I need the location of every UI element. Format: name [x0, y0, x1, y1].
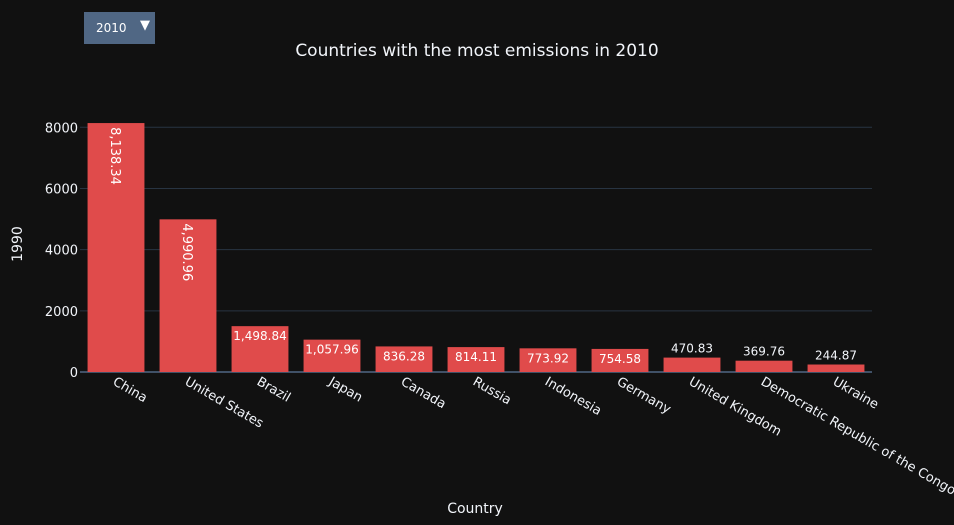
value-label: 773.92 [527, 351, 569, 365]
value-labels: 8,138.34 4,990.96 1,498.84 1,057.96 836.28 81… [107, 127, 857, 366]
bar [663, 357, 721, 372]
x-tick-label: Canada [398, 374, 448, 412]
value-label: 836.28 [383, 349, 425, 363]
x-tick-label: Germany [614, 374, 674, 417]
bar [807, 364, 865, 372]
bar [591, 348, 649, 372]
x-tick-label: China [110, 374, 150, 406]
x-tick-label: United States [182, 374, 266, 431]
value-label: 1,057.96 [305, 343, 358, 357]
bar [159, 219, 217, 372]
x-axis-label: Country [447, 501, 503, 517]
y-tick-label: 8000 [45, 121, 78, 136]
bar [87, 123, 145, 373]
y-tick-label: 6000 [45, 182, 78, 197]
year-dropdown-value: 2010 [96, 21, 127, 35]
value-label: 754.58 [599, 352, 641, 366]
value-label: 470.83 [671, 342, 713, 356]
triangle-down-icon: ▼ [140, 18, 150, 33]
y-tick-label: 0 [70, 366, 78, 381]
y-axis-label: 1990 [10, 226, 26, 262]
bar [375, 346, 433, 372]
bar [519, 348, 577, 372]
x-tick-label: Russia [470, 374, 514, 408]
value-label: 1,498.84 [233, 329, 286, 343]
bar [735, 360, 793, 372]
bars [87, 123, 865, 373]
y-tick-label: 2000 [45, 305, 78, 320]
x-tick-label: Japan [325, 374, 365, 406]
value-label: 814.11 [455, 350, 497, 364]
value-label: 8,138.34 [107, 127, 122, 185]
x-tick-label: Indonesia [542, 374, 604, 418]
y-tick-label: 4000 [45, 244, 78, 259]
bar [303, 339, 361, 372]
value-label: 244.87 [815, 349, 857, 363]
bar [447, 347, 505, 372]
y-tick-labels: 0 2000 4000 6000 8000 [45, 121, 78, 381]
bar [231, 326, 289, 372]
chart-title: Countries with the most emissions in 201… [295, 41, 658, 61]
x-tick-label: Ukraine [830, 374, 881, 412]
value-label: 369.76 [743, 345, 785, 359]
year-dropdown[interactable]: 2010 ▼ [84, 12, 155, 44]
value-label: 4,990.96 [179, 223, 194, 281]
x-tick-label: Brazil [254, 374, 293, 405]
